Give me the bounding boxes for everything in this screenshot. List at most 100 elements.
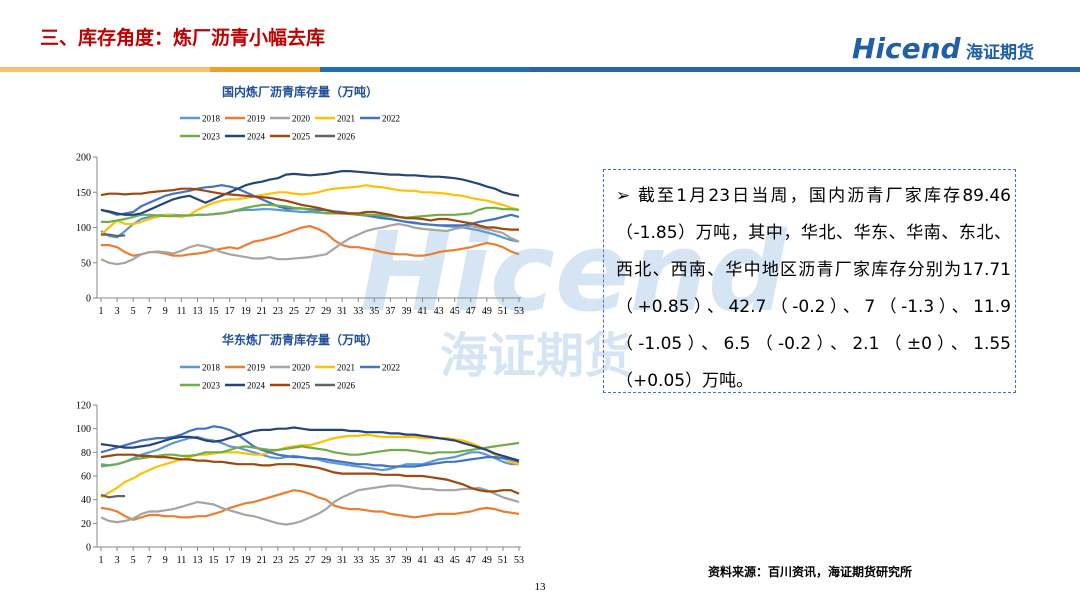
x-tick-label: 19 [241,306,251,317]
series-line [100,187,519,231]
series-line [101,225,520,257]
slide-title: 三、库存角度：炼厂沥青小幅去库 [40,26,325,49]
x-tick-label: 25 [289,555,299,566]
x-tick-label: 39 [401,555,411,566]
series-line [100,493,126,499]
series-line [100,489,520,521]
x-tick-label: 41 [418,555,428,566]
header-stripe [210,67,320,72]
legend-label: 2022 [382,363,400,373]
x-tick-label: 35 [369,306,379,317]
x-tick-label: 23 [273,555,283,566]
legend-label: 2023 [202,132,221,142]
chart-title: 国内炼厂沥青库存量（万吨） [222,84,378,99]
source: 资料来源：百川资讯，海证期货研究所 [708,564,912,579]
x-tick-label: 13 [192,555,202,566]
x-tick-label: 43 [434,306,444,317]
chart-title: 华东炼厂沥青库存量（万吨） [222,332,378,347]
legend-label: 2019 [247,114,266,124]
x-tick-label: 17 [225,306,235,317]
x-tick-label: 11 [177,555,187,566]
header-stripe [320,67,530,72]
legend-label: 2020 [292,363,311,373]
x-tick-label: 7 [147,555,152,566]
bullet: ➢ [616,186,631,206]
x-tick-label: 51 [498,306,508,317]
x-tick-label: 1 [99,306,104,317]
x-tick-label: 5 [131,555,136,566]
x-tick-label: 37 [385,555,395,566]
x-tick-label: 35 [369,555,379,566]
y-tick-label: 40 [81,495,91,506]
x-tick-label: 45 [450,306,460,317]
legend-label: 2020 [292,114,311,124]
x-tick-label: 11 [177,306,187,317]
header-stripe [0,67,210,72]
logo-sub: 海证期货 [966,42,1034,63]
x-tick-label: 39 [401,306,411,317]
series-line [100,484,520,526]
legend-label: 2023 [202,381,221,391]
y-tick-label: 150 [76,188,91,199]
series-line [100,453,520,495]
y-tick-label: 60 [81,472,91,483]
legend-label: 2021 [337,114,355,124]
y-tick-label: 100 [76,223,91,234]
x-tick-label: 33 [353,306,363,317]
x-tick-label: 21 [257,555,267,566]
x-tick-label: 41 [418,306,428,317]
y-tick-label: 0 [86,294,91,305]
series-line [100,426,520,462]
y-tick-label: 200 [76,153,91,164]
series-line [101,233,126,238]
x-tick-label: 47 [466,555,476,566]
legend-label: 2026 [337,381,356,391]
legend-label: 2021 [337,363,355,373]
legend-label: 2019 [247,363,266,373]
y-tick-label: 50 [81,258,91,269]
x-tick-label: 49 [482,555,492,566]
text-body: 截至1月23日当周，国内沥青厂家库存89.46（-1.85）万吨，其中，华北、华… [616,186,1011,391]
series-line [100,222,520,266]
x-tick-label: 3 [115,306,120,317]
y-tick-label: 100 [76,424,91,435]
series-line [100,425,520,468]
series-line [100,170,520,216]
x-tick-label: 1 [99,555,104,566]
x-tick-label: 9 [163,306,168,317]
x-tick-label: 23 [273,306,283,317]
x-tick-label: 5 [131,306,136,317]
series-line [101,203,520,223]
x-tick-label: 13 [192,306,202,317]
x-tick-label: 31 [337,555,347,566]
x-tick-label: 33 [353,555,363,566]
x-tick-label: 9 [163,555,168,566]
x-tick-label: 17 [225,555,235,566]
header-stripe [530,67,1080,72]
x-tick-label: 53 [514,306,524,317]
y-tick-label: 120 [76,401,91,412]
legend-label: 2018 [202,363,221,373]
x-tick-label: 53 [514,555,524,566]
x-tick-label: 47 [466,306,476,317]
x-tick-label: 25 [289,306,299,317]
series-line [100,441,520,468]
x-tick-label: 37 [385,306,395,317]
x-tick-label: 19 [241,555,251,566]
legend-label: 2024 [247,381,266,391]
x-tick-label: 21 [257,306,267,317]
x-tick-label: 49 [482,306,492,317]
legend-label: 2025 [292,132,311,142]
x-tick-label: 29 [321,555,331,566]
watermark-sub: 海证期货 [440,328,632,384]
series-line [100,433,520,499]
legend-label: 2024 [247,132,266,142]
y-tick-label: 20 [81,519,91,530]
x-tick-label: 43 [434,555,444,566]
legend-label: 2026 [337,132,356,142]
x-tick-label: 3 [115,555,120,566]
x-tick-label: 15 [209,555,219,566]
y-tick-label: 0 [86,543,91,554]
x-tick-label: 51 [498,555,508,566]
